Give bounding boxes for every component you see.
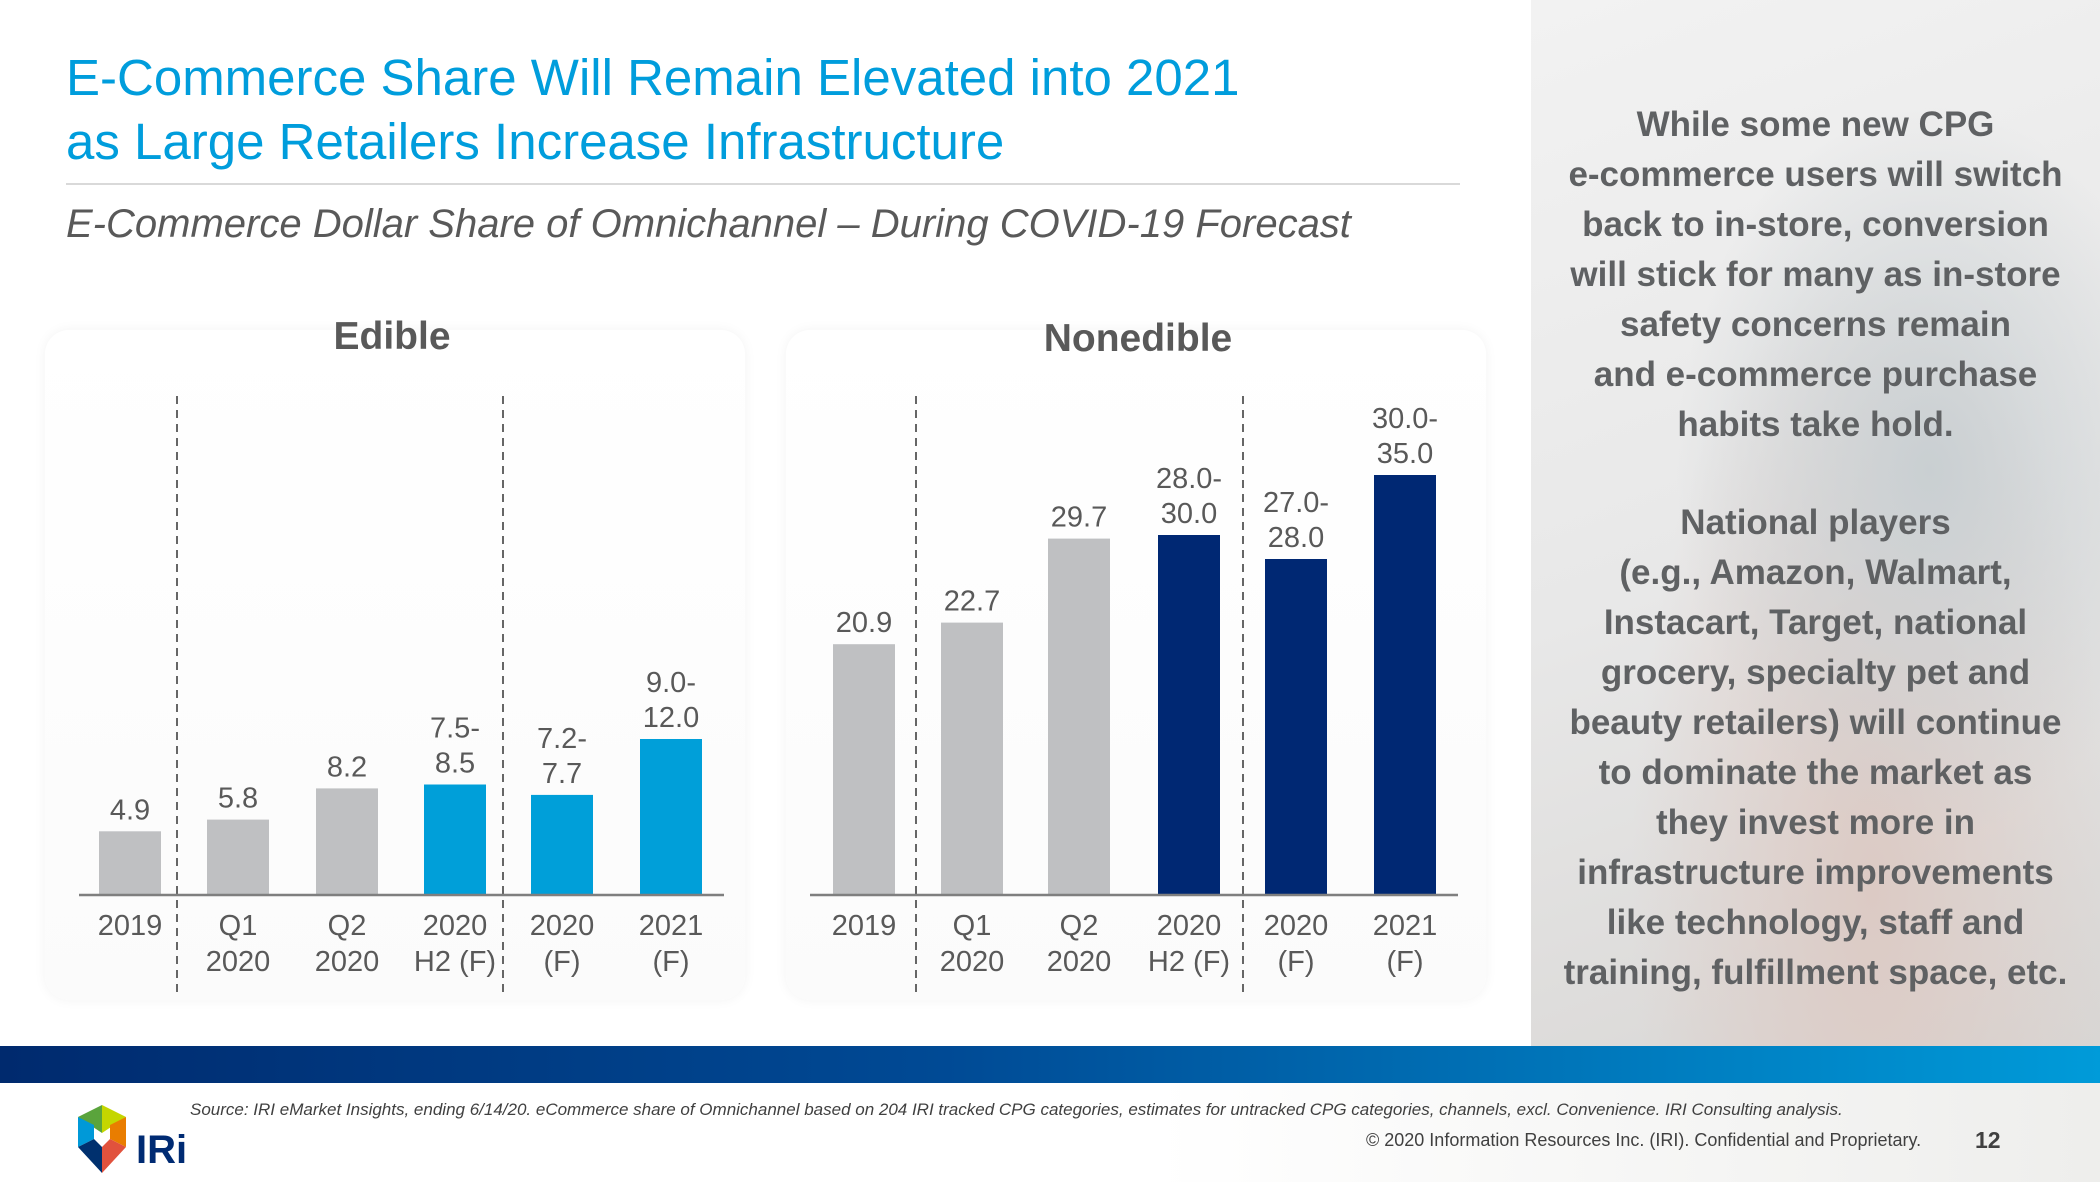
nonedible-category-label: 2020	[1047, 946, 1112, 978]
page-number: 12	[1975, 1127, 2001, 1153]
title-line-2: as Large Retailers Increase Infrastructu…	[66, 113, 1005, 170]
edible-category-label: Q1	[219, 910, 258, 942]
nonedible-data-label: 27.0-	[1263, 487, 1329, 519]
edible-category-label: 2020	[423, 910, 488, 942]
nonedible-category-label: 2019	[832, 910, 897, 942]
side-text-line: to dominate the market as	[1598, 753, 2033, 792]
nonedible-bar	[1265, 559, 1327, 895]
edible-bar	[316, 788, 378, 895]
edible-data-label: 8.5	[435, 748, 475, 780]
nonedible-bar	[1158, 535, 1220, 895]
nonedible-data-label: 28.0-	[1156, 463, 1222, 495]
edible-category-label: H2 (F)	[414, 946, 496, 978]
footer	[0, 1083, 2100, 1182]
edible-category-label: (F)	[543, 946, 580, 978]
side-text-line: (e.g., Amazon, Walmart,	[1619, 553, 2012, 592]
logo-text: IRi	[136, 1128, 187, 1172]
page-subtitle: E-Commerce Dollar Share of Omnichannel –…	[66, 202, 1351, 246]
title-divider	[66, 183, 1460, 185]
source-note: Source: IRI eMarket Insights, ending 6/1…	[190, 1100, 1843, 1119]
nonedible-data-label: 20.9	[836, 607, 892, 639]
nonedible-category-label: 2020	[1264, 910, 1329, 942]
nonedible-bar	[1048, 538, 1110, 895]
edible-bar	[99, 831, 161, 895]
edible-chart-title: Edible	[333, 315, 451, 358]
nonedible-bar	[1374, 475, 1436, 895]
nonedible-data-label: 28.0	[1268, 522, 1324, 554]
nonedible-category-label: 2021	[1373, 910, 1438, 942]
side-text-line: will stick for many as in-store	[1570, 255, 2061, 294]
copyright: © 2020 Information Resources Inc. (IRI).…	[1366, 1130, 1922, 1150]
side-text-line: National players	[1680, 503, 1951, 542]
side-text-line: they invest more in	[1656, 803, 1975, 842]
nonedible-data-label: 22.7	[944, 586, 1000, 618]
nonedible-category-label: Q1	[953, 910, 992, 942]
side-text-line: habits take hold.	[1677, 405, 1954, 444]
side-panel: While some new CPG e-commerce users will …	[1531, 0, 2100, 1046]
side-text-line: back to in-store, conversion	[1582, 205, 2049, 244]
page-title: E-Commerce Share Will Remain Elevated in…	[66, 46, 1240, 174]
edible-category-label: 2019	[98, 910, 163, 942]
edible-data-label: 4.9	[110, 794, 150, 826]
title-line-1: E-Commerce Share Will Remain Elevated in…	[66, 49, 1240, 106]
footer-band	[0, 1046, 2100, 1083]
edible-data-label: 7.7	[542, 758, 582, 790]
nonedible-bar	[833, 644, 895, 895]
edible-category-label: (F)	[652, 946, 689, 978]
edible-bar	[424, 784, 486, 895]
nonedible-data-label: 30.0	[1161, 498, 1217, 530]
side-text-line: and e-commerce purchase	[1593, 355, 2038, 394]
edible-category-label: 2020	[530, 910, 595, 942]
nonedible-data-label: 35.0	[1377, 438, 1433, 470]
nonedible-category-label: 2020	[940, 946, 1005, 978]
nonedible-data-label: 29.7	[1051, 502, 1107, 534]
nonedible-category-label: H2 (F)	[1148, 946, 1230, 978]
nonedible-data-label: 30.0-	[1372, 403, 1438, 435]
side-text-line: Instacart, Target, national	[1603, 603, 2028, 642]
side-paragraph-1: While some new CPG e-commerce users will …	[1531, 100, 2100, 450]
edible-data-label: 5.8	[218, 783, 258, 815]
side-paragraph-2: National players (e.g., Amazon, Walmart, I…	[1531, 498, 2100, 998]
side-text-line: grocery, specialty pet and	[1600, 653, 2031, 692]
bar-charts: 4.9 2019 5.8 Q1 2020 8.2 Q2 2020 7.5-8.5 2020 H2 (…	[79, 396, 1458, 994]
nonedible-category-label: 2020	[1157, 910, 1222, 942]
edible-category-label: 2021	[639, 910, 704, 942]
edible-data-label: 7.2-	[537, 723, 587, 755]
nonedible-category-label: Q2	[1060, 910, 1099, 942]
nonedible-chart-title: Nonedible	[1043, 317, 1233, 360]
edible-category-label: 2020	[206, 946, 271, 978]
edible-data-label: 7.5-	[430, 713, 480, 745]
edible-data-label: 8.2	[327, 751, 367, 783]
side-text-line: While some new CPG	[1636, 105, 1995, 144]
edible-category-label: 2020	[315, 946, 380, 978]
edible-data-label: 9.0-	[646, 667, 696, 699]
nonedible-category-label: (F)	[1386, 946, 1423, 978]
nonedible-panel	[786, 330, 1486, 1000]
edible-panel	[45, 330, 745, 1000]
side-text-line: e-commerce users will switch	[1568, 155, 2063, 194]
edible-data-label: 12.0	[643, 702, 699, 734]
side-text-line: training, fulfillment space, etc.	[1563, 953, 2068, 992]
nonedible-category-label: (F)	[1277, 946, 1314, 978]
edible-bar	[531, 794, 593, 895]
nonedible-bar	[941, 622, 1003, 895]
iri-logo: IRi	[78, 1105, 187, 1173]
side-text-line: beauty retailers) will continue	[1569, 703, 2062, 742]
edible-category-label: Q2	[328, 910, 367, 942]
edible-bar	[207, 819, 269, 895]
side-text-line: infrastructure improvements	[1577, 853, 2054, 892]
edible-bar	[640, 739, 702, 895]
side-text-line: like technology, staff and	[1606, 903, 2025, 942]
side-text-line: safety concerns remain	[1619, 305, 2011, 344]
